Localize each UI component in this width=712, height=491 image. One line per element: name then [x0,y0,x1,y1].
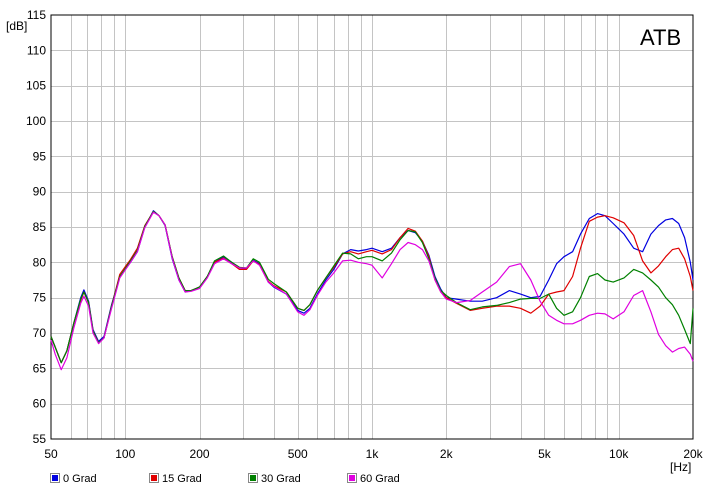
x-tick-label: 10k [609,447,629,461]
series-line-3 [50,211,694,371]
x-tick-label: 2k [440,447,454,461]
x-tick-label: 500 [288,447,308,461]
legend-swatch [250,475,256,481]
y-tick-label: 55 [33,432,47,446]
y-tick-label: 75 [33,291,47,305]
x-tick-label: 100 [115,447,135,461]
legend-label: 30 Grad [261,473,301,485]
y-axis-unit: [dB] [6,19,27,33]
legend-swatch [52,475,58,481]
series-line-1 [50,210,694,364]
x-tick-label: 5k [538,447,552,461]
x-tick-label: 1k [366,447,380,461]
y-tick-label: 60 [33,397,47,411]
y-tick-labels: 55 60 65 70 75 80 85 90 95 100 105 110 115 [26,8,46,446]
chart-title: ATB [640,25,681,50]
y-tick-label: 100 [26,114,46,128]
y-tick-label: 95 [33,149,47,163]
y-tick-label: 110 [27,43,46,57]
y-tick-label: 105 [26,79,46,93]
legend: 0 Grad 15 Grad 30 Grad 60 Grad [50,473,400,485]
x-tick-label: 20k [683,447,703,461]
grid-lines [51,15,693,439]
x-tick-labels: 50 100 200 500 1k 2k 5k 10k 20k [44,447,703,461]
y-tick-label: 65 [33,361,47,375]
series-line-2 [50,210,694,364]
y-tick-label: 85 [33,220,47,234]
legend-label: 60 Grad [360,473,400,485]
x-tick-label: 200 [190,447,210,461]
series-lines [50,210,694,371]
plot-frame [50,14,694,440]
y-tick-label: 80 [33,255,47,269]
y-tick-label: 90 [33,185,47,199]
legend-swatch [349,475,355,481]
legend-label: 15 Grad [162,473,202,485]
x-axis-unit: [Hz] [670,460,691,474]
x-tick-label: 50 [44,447,58,461]
y-tick-label: 70 [33,326,47,340]
legend-swatch [151,475,157,481]
legend-label: 0 Grad [63,473,97,485]
y-tick-label: 115 [27,8,46,22]
